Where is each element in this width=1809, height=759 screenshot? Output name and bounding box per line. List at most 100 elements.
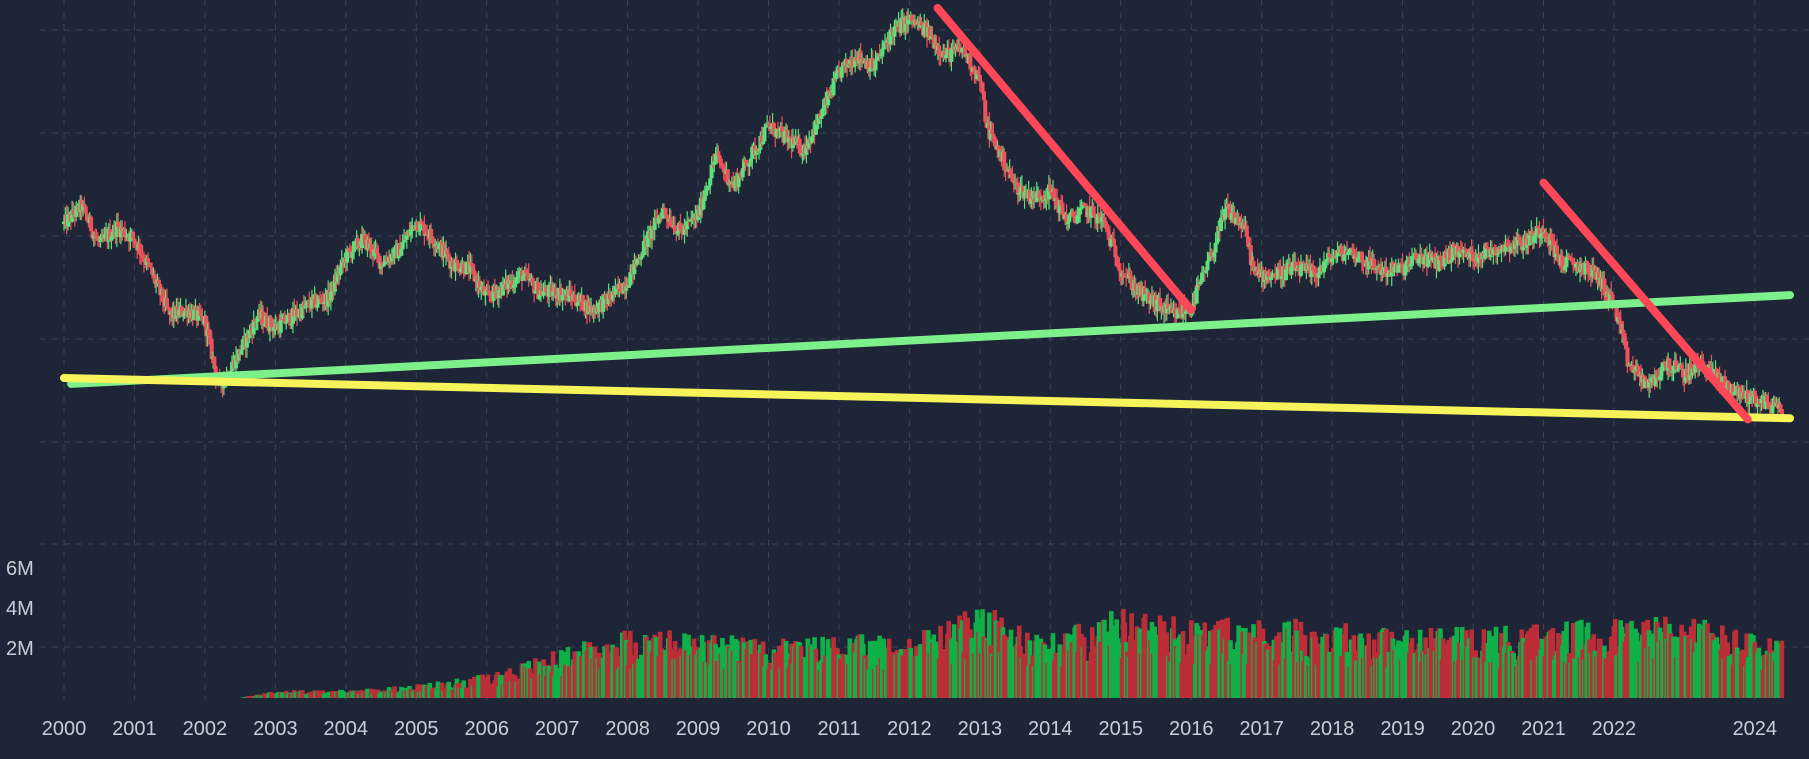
- candle-body: [1116, 265, 1121, 268]
- candle-body: [1183, 311, 1188, 314]
- candle-body: [929, 35, 934, 40]
- candle-body: [635, 259, 640, 265]
- volume-tick-label: 2M: [6, 638, 34, 660]
- candle-body: [782, 131, 787, 143]
- candle-body: [156, 280, 161, 284]
- candle-body: [1213, 242, 1218, 253]
- candle-body: [709, 164, 714, 179]
- candle-body: [1746, 390, 1751, 404]
- candle-body: [1437, 255, 1442, 271]
- candle-body: [775, 128, 780, 130]
- x-tick-label: 2022: [1592, 718, 1637, 740]
- candle-body: [981, 93, 986, 101]
- candle-body: [1057, 200, 1062, 213]
- x-tick-label: 2004: [324, 718, 369, 740]
- candle-body: [1755, 402, 1760, 407]
- trendline-yellow: [60, 374, 1795, 423]
- candle-body: [1339, 245, 1344, 254]
- candle-body: [1569, 259, 1574, 261]
- candle-body: [510, 280, 515, 288]
- candle-body: [1246, 236, 1251, 247]
- candle-body: [710, 164, 715, 166]
- candle-body: [1041, 196, 1046, 201]
- candle-body: [1289, 267, 1294, 275]
- candle-body: [1055, 198, 1060, 206]
- candle-body: [429, 229, 434, 238]
- x-tick-label: 2021: [1521, 718, 1566, 740]
- candle-body: [74, 205, 79, 217]
- candle-body: [1248, 245, 1253, 266]
- candle-body: [1452, 244, 1457, 248]
- candle-body: [523, 269, 528, 273]
- candle-body: [1763, 395, 1768, 409]
- candle-body: [1622, 338, 1627, 342]
- candle-body: [415, 221, 420, 231]
- candle-body: [253, 319, 258, 322]
- candle-body: [1128, 273, 1133, 277]
- candle-body: [1426, 254, 1431, 267]
- candle-body: [148, 265, 153, 268]
- volume-bar: [1428, 628, 1434, 698]
- candle-body: [399, 249, 404, 256]
- volume-axis: 6M 4M 2M: [6, 558, 34, 660]
- candle-body: [1133, 283, 1138, 292]
- candle-body: [469, 262, 474, 267]
- candle-body: [209, 338, 214, 360]
- candle-body: [1602, 278, 1607, 295]
- candle-body: [83, 206, 88, 214]
- candle-body: [717, 155, 722, 163]
- candle-body: [881, 42, 886, 50]
- candle-body: [351, 241, 356, 253]
- candle-body: [872, 69, 877, 71]
- candle-body: [492, 285, 497, 293]
- candle-body: [1630, 364, 1635, 373]
- candle-body: [870, 58, 875, 70]
- candle-body: [339, 259, 344, 268]
- candle-body: [1105, 228, 1110, 231]
- candle-body: [1531, 235, 1536, 244]
- candle-body: [1269, 276, 1274, 280]
- volume-bar: [550, 651, 556, 698]
- volume-bar: [1142, 613, 1148, 698]
- candle-body: [458, 268, 463, 272]
- candle-body: [1483, 246, 1488, 259]
- candle-body: [442, 244, 447, 257]
- candle-body: [522, 269, 527, 276]
- candle-body: [1049, 191, 1054, 193]
- x-tick-label: 2008: [605, 718, 650, 740]
- candle-body: [1400, 263, 1405, 268]
- candle-body: [289, 323, 294, 326]
- candle-body: [712, 161, 717, 165]
- candle-body: [532, 282, 537, 294]
- candle-body: [300, 303, 305, 319]
- candle-body: [553, 287, 558, 299]
- candle-body: [1144, 294, 1149, 296]
- candle-body: [873, 60, 878, 70]
- candle-body: [1200, 272, 1205, 283]
- candle-body: [641, 240, 646, 256]
- candle-body: [1167, 308, 1172, 310]
- x-tick-label: 2005: [394, 718, 439, 740]
- candle-body: [687, 220, 692, 222]
- candle-body: [1545, 237, 1550, 243]
- candle-body: [1251, 261, 1256, 267]
- candle-body: [1278, 269, 1283, 279]
- volume-bar: [752, 638, 758, 698]
- candle-body: [1431, 253, 1436, 257]
- candle-body: [1060, 205, 1065, 214]
- candle-body: [559, 287, 564, 301]
- candle-body: [678, 222, 683, 230]
- candle-body: [1042, 199, 1047, 201]
- candle-body: [182, 310, 187, 316]
- candle-body: [280, 319, 285, 321]
- candle-body: [1443, 251, 1448, 258]
- candle-body: [479, 286, 484, 290]
- candle-body: [360, 233, 365, 248]
- candle-body: [1130, 289, 1135, 291]
- candle-body: [1457, 250, 1462, 258]
- candle-body: [1544, 232, 1549, 238]
- candle-body: [1072, 217, 1077, 220]
- candle-body: [1671, 365, 1676, 372]
- candle-body: [418, 221, 423, 231]
- candle-body: [725, 169, 730, 185]
